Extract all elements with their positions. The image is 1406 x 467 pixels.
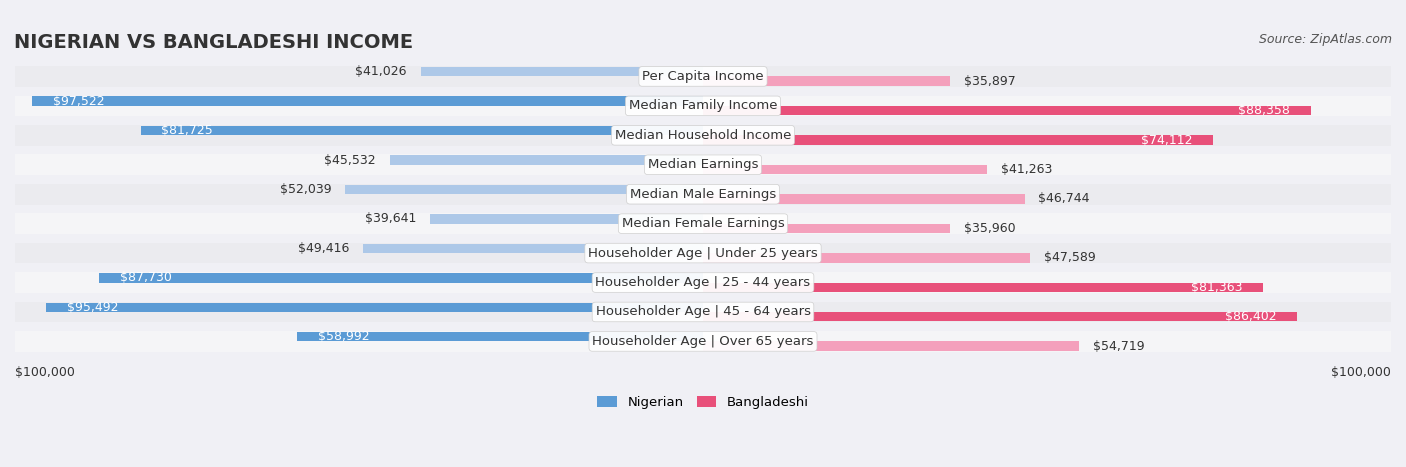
- Text: $87,730: $87,730: [120, 271, 172, 284]
- Text: $100,000: $100,000: [1331, 367, 1391, 380]
- Bar: [297, 332, 703, 341]
- Bar: [15, 66, 1391, 87]
- Bar: [15, 243, 1391, 263]
- Bar: [15, 213, 1391, 234]
- Bar: [15, 272, 1391, 293]
- Bar: [703, 77, 950, 86]
- Text: $35,960: $35,960: [965, 222, 1015, 235]
- Text: Median Female Earnings: Median Female Earnings: [621, 217, 785, 230]
- Bar: [100, 273, 703, 283]
- Text: $52,039: $52,039: [280, 183, 332, 196]
- Text: Median Earnings: Median Earnings: [648, 158, 758, 171]
- Bar: [344, 185, 703, 194]
- Text: $54,719: $54,719: [1094, 340, 1144, 353]
- Text: Per Capita Income: Per Capita Income: [643, 70, 763, 83]
- Text: Source: ZipAtlas.com: Source: ZipAtlas.com: [1258, 33, 1392, 46]
- Text: Median Family Income: Median Family Income: [628, 99, 778, 113]
- Bar: [15, 96, 1391, 116]
- Text: $86,402: $86,402: [1225, 310, 1277, 323]
- Legend: Nigerian, Bangladeshi: Nigerian, Bangladeshi: [592, 390, 814, 414]
- Text: $88,358: $88,358: [1239, 104, 1291, 117]
- Text: $100,000: $100,000: [15, 367, 75, 380]
- Text: $74,112: $74,112: [1140, 134, 1192, 147]
- Bar: [15, 302, 1391, 322]
- Bar: [32, 97, 703, 106]
- Text: $47,589: $47,589: [1045, 251, 1095, 264]
- Text: $97,522: $97,522: [52, 95, 104, 108]
- Bar: [430, 214, 703, 224]
- Text: $45,532: $45,532: [325, 154, 375, 167]
- Text: $39,641: $39,641: [366, 212, 416, 226]
- Text: $49,416: $49,416: [298, 242, 349, 255]
- Bar: [703, 341, 1080, 351]
- Text: Median Household Income: Median Household Income: [614, 129, 792, 142]
- Bar: [15, 331, 1391, 352]
- Bar: [389, 156, 703, 165]
- Text: Householder Age | 45 - 64 years: Householder Age | 45 - 64 years: [596, 305, 810, 318]
- Bar: [15, 125, 1391, 146]
- Bar: [703, 224, 950, 233]
- Text: $46,744: $46,744: [1039, 192, 1090, 205]
- Text: Householder Age | Over 65 years: Householder Age | Over 65 years: [592, 335, 814, 348]
- Bar: [46, 303, 703, 312]
- Bar: [15, 184, 1391, 205]
- Text: $81,725: $81,725: [162, 124, 214, 137]
- Bar: [703, 135, 1213, 145]
- Bar: [703, 283, 1263, 292]
- Text: $95,492: $95,492: [66, 301, 118, 314]
- Bar: [703, 253, 1031, 262]
- Text: $41,026: $41,026: [356, 65, 406, 78]
- Text: $35,897: $35,897: [963, 75, 1015, 88]
- Text: $81,363: $81,363: [1191, 281, 1241, 294]
- Text: Median Male Earnings: Median Male Earnings: [630, 188, 776, 201]
- Bar: [703, 165, 987, 174]
- Bar: [15, 155, 1391, 175]
- Bar: [703, 194, 1025, 204]
- Bar: [703, 106, 1310, 115]
- Text: Householder Age | 25 - 44 years: Householder Age | 25 - 44 years: [595, 276, 811, 289]
- Text: $41,263: $41,263: [1001, 163, 1052, 176]
- Text: $58,992: $58,992: [318, 330, 370, 343]
- Text: NIGERIAN VS BANGLADESHI INCOME: NIGERIAN VS BANGLADESHI INCOME: [14, 33, 413, 52]
- Text: Householder Age | Under 25 years: Householder Age | Under 25 years: [588, 247, 818, 260]
- Bar: [703, 312, 1298, 321]
- Bar: [420, 67, 703, 77]
- Bar: [141, 126, 703, 135]
- Bar: [363, 244, 703, 253]
